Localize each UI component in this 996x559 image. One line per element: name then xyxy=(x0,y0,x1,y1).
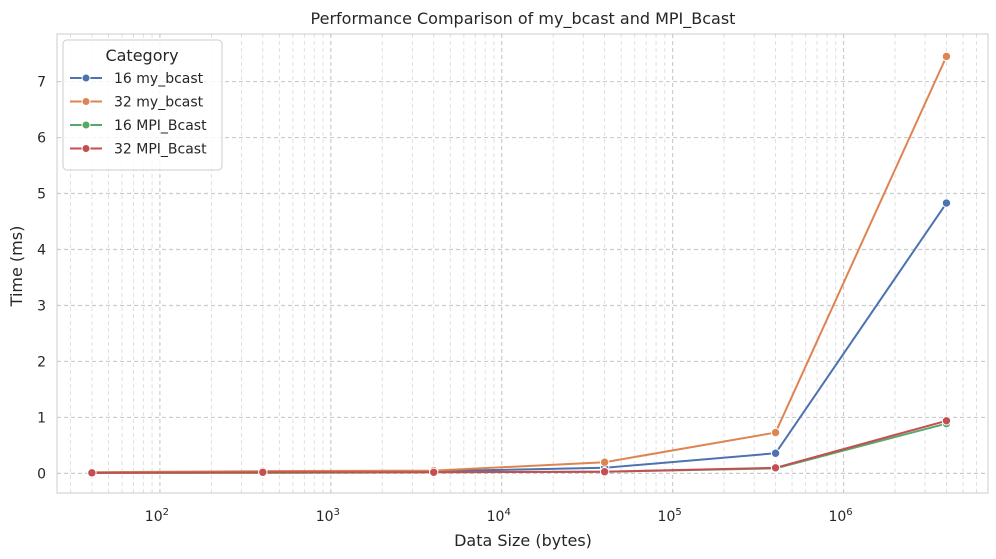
legend-marker xyxy=(81,144,91,153)
data-point xyxy=(941,416,952,426)
legend-label: 32 my_bcast xyxy=(114,95,204,111)
legend-title: Category xyxy=(105,46,178,65)
y-tick-label: 0 xyxy=(37,466,46,482)
chart-title: Performance Comparison of my_bcast and M… xyxy=(311,9,736,29)
legend-label: 32 MPI_Bcast xyxy=(114,142,207,158)
legend-items: 16 my_bcast 32 my_bcast 16 MPI_Bcast 32 MPI… xyxy=(70,71,207,158)
tick-labels: 0 1 2 3 4 5 6 7 102 103 104 105 106 xyxy=(37,75,853,525)
data-point xyxy=(599,457,610,467)
data-point xyxy=(258,467,268,477)
legend-marker xyxy=(81,120,91,130)
legend-label: 16 my_bcast xyxy=(114,71,204,87)
legend-item: 16 my_bcast xyxy=(70,71,204,87)
data-point xyxy=(941,51,952,62)
plot-area xyxy=(56,33,989,494)
series-lines xyxy=(87,51,952,478)
legend: Category 16 my_bcast 32 my_bcast 16 MPI_Bc… xyxy=(62,39,223,171)
y-tick-label: 6 xyxy=(37,131,46,147)
legend-item: 16 MPI_Bcast xyxy=(70,118,207,134)
y-tick-label: 2 xyxy=(37,354,46,370)
x-axis-label: Data Size (bytes) xyxy=(454,531,592,550)
data-point xyxy=(941,198,952,208)
x-tick-label: 106 xyxy=(828,507,852,525)
y-tick-label: 3 xyxy=(37,298,46,314)
x-tick-label: 104 xyxy=(487,507,511,525)
series-16-my_bcast xyxy=(87,198,952,478)
data-point xyxy=(87,468,97,478)
y-tick-label: 1 xyxy=(37,410,46,426)
data-point xyxy=(770,427,781,438)
series-16-mpi_bcast xyxy=(87,418,952,478)
legend-label: 16 MPI_Bcast xyxy=(114,118,207,134)
data-point xyxy=(770,448,781,458)
legend-item: 32 my_bcast xyxy=(70,95,204,111)
y-tick-label: 7 xyxy=(37,75,46,91)
legend-marker xyxy=(81,73,91,83)
y-tick-label: 5 xyxy=(37,187,46,203)
legend-box xyxy=(62,39,223,171)
x-tick-label: 103 xyxy=(316,507,340,525)
series-line xyxy=(91,55,948,474)
x-tick-label: 102 xyxy=(145,507,169,525)
x-tick-label: 105 xyxy=(658,507,682,525)
series-line xyxy=(91,419,947,474)
legend-item: 32 MPI_Bcast xyxy=(70,142,207,158)
y-tick-label: 4 xyxy=(37,243,46,259)
series-32-mpi_bcast xyxy=(87,416,952,478)
data-point xyxy=(599,467,610,477)
y-axis-label: Time (ms) xyxy=(7,226,26,308)
data-point xyxy=(770,463,781,473)
legend-marker xyxy=(81,97,91,106)
data-point xyxy=(429,467,439,477)
